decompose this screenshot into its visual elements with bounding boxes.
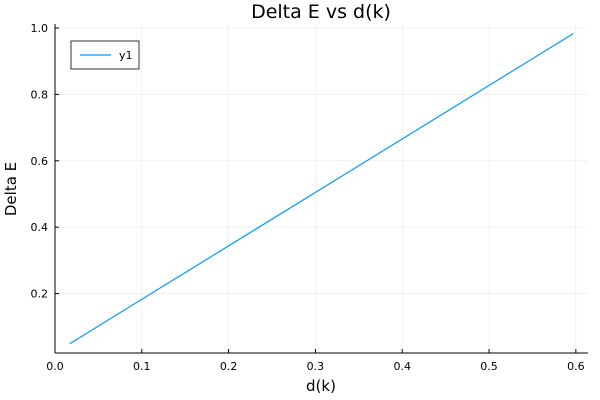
axes	[54, 24, 588, 354]
x-tick-label: 0.4	[393, 360, 411, 373]
y-tick-label: 0.6	[31, 155, 49, 168]
x-tick-label: 0.2	[220, 360, 238, 373]
y-tick-label: 0.2	[31, 288, 49, 301]
ticks: 0.0 0.1 0.2 0.3 0.4 0.5 0.6 0.2 0.4 0.6 0.8 1.0	[31, 22, 585, 373]
x-tick-label: 0.5	[480, 360, 498, 373]
x-tick-label: 0.1	[133, 360, 151, 373]
x-tick-label: 0.6	[567, 360, 585, 373]
x-axis-label: d(k)	[306, 377, 336, 395]
y-tick-label: 0.4	[31, 221, 49, 234]
chart-title: Delta E vs d(k)	[251, 1, 391, 23]
y-axis-label: Delta E	[2, 162, 20, 216]
x-tick-label: 0.0	[46, 360, 64, 373]
grid	[54, 24, 588, 353]
plot-series	[69, 33, 574, 345]
legend: y1	[70, 40, 140, 70]
x-tick-label: 0.3	[307, 360, 325, 373]
y-tick-label: 0.8	[31, 88, 49, 101]
series-line-y1	[69, 33, 574, 345]
y-tick-label: 1.0	[31, 22, 49, 35]
legend-label-y1: y1	[119, 49, 133, 62]
